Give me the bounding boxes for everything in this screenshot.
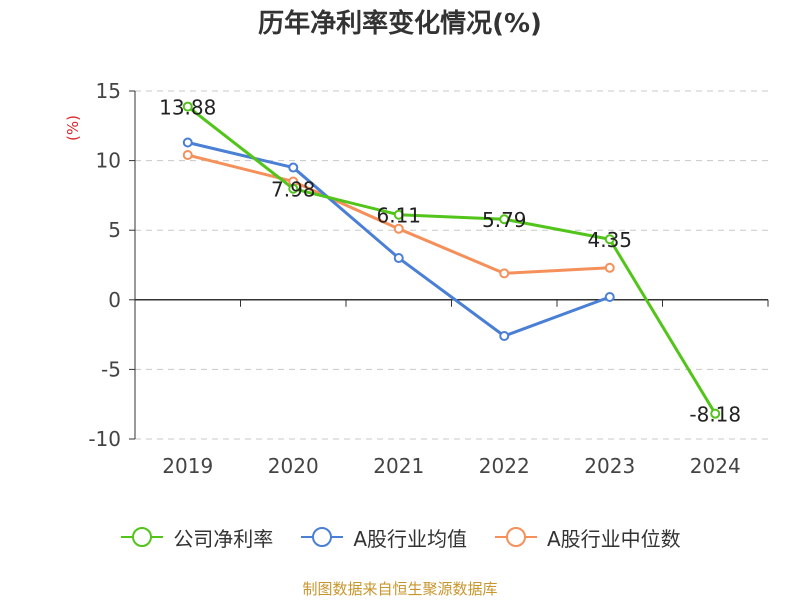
x-tick-label: 2019 xyxy=(162,454,213,478)
data-point xyxy=(182,137,193,148)
x-tick-label: 2023 xyxy=(584,454,635,478)
data-point xyxy=(393,209,404,220)
x-tick-label: 2020 xyxy=(268,454,319,478)
legend-label: 公司净利率 xyxy=(173,526,274,551)
legend-item-industry-mean[interactable]: A股行业均值 xyxy=(299,523,467,552)
legend-item-company-net-margin[interactable]: 公司净利率 xyxy=(119,523,273,552)
data-point xyxy=(604,262,615,273)
y-axis-label: (%) xyxy=(64,115,82,141)
data-point xyxy=(182,101,193,112)
y-tick-label: 10 xyxy=(96,149,121,173)
data-point xyxy=(182,150,193,161)
chart-title: 历年净利率变化情况(%) xyxy=(258,9,542,39)
data-point xyxy=(393,223,404,234)
legend-line-circle-icon xyxy=(495,527,537,547)
y-tick-label: 5 xyxy=(108,218,121,242)
data-label: 6.11 xyxy=(376,204,421,228)
data-label: 13.88 xyxy=(159,96,216,120)
data-point xyxy=(499,214,510,225)
y-tick-label: -10 xyxy=(88,427,121,451)
x-tick-label: 2022 xyxy=(479,454,530,478)
data-point xyxy=(604,292,615,303)
data-label: -8.18 xyxy=(689,403,741,427)
legend-line-circle-icon xyxy=(121,527,164,547)
data-label: 5.79 xyxy=(482,208,527,232)
y-tick-label: 0 xyxy=(108,288,121,312)
data-point xyxy=(499,268,510,279)
legend-line-circle-icon xyxy=(301,527,344,547)
y-tick-label: 15 xyxy=(96,79,121,103)
y-tick-label: -5 xyxy=(101,357,121,381)
data-point xyxy=(288,183,299,194)
data-label: 4.35 xyxy=(587,228,632,252)
data-point xyxy=(710,408,721,419)
x-tick-label: 2024 xyxy=(690,454,741,478)
data-label: 7.98 xyxy=(271,178,316,202)
data-point xyxy=(393,253,404,264)
chart-legend: 公司净利率 A股行业均值 A股行业中位数 xyxy=(0,522,800,552)
data-point xyxy=(604,234,615,245)
legend-label: A股行业中位数 xyxy=(547,526,681,551)
series-line xyxy=(186,105,717,415)
x-tick-label: 2021 xyxy=(373,454,424,478)
legend-item-industry-median[interactable]: A股行业中位数 xyxy=(493,523,681,552)
data-source-note: 制图数据来自恒生聚源数据库 xyxy=(302,580,498,598)
legend-label: A股行业均值 xyxy=(353,526,467,551)
data-point xyxy=(288,162,299,173)
data-point xyxy=(499,330,510,341)
